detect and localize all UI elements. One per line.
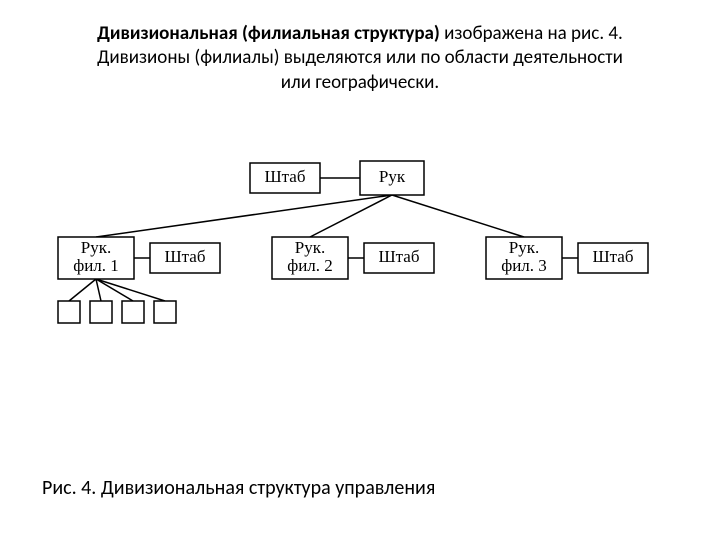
node-box-sq3 [122, 301, 144, 323]
node-label-f1-l1: фил. 1 [73, 256, 119, 275]
node-label-s1-l0: Штаб [165, 247, 206, 266]
edge-f1-sq1 [69, 279, 96, 301]
node-label-ruk-l0: Рук [379, 167, 406, 186]
node-s3: Штаб [578, 243, 648, 273]
node-sq3 [122, 301, 144, 323]
node-label-f3-l0: Рук. [509, 238, 539, 257]
nodes-group: ШтабРукРук.фил. 1ШтабРук.фил. 2ШтабРук.ф… [58, 161, 648, 323]
node-label-s3-l0: Штаб [593, 247, 634, 266]
org-chart-diagram: ШтабРукРук.фил. 1ШтабРук.фил. 2ШтабРук.ф… [40, 145, 680, 365]
edge-f1-sq3 [96, 279, 133, 301]
header-line2: Дивизионы (филиалы) выделяются или по об… [97, 46, 623, 69]
node-label-s2-l0: Штаб [379, 247, 420, 266]
node-f3: Рук.фил. 3 [486, 237, 562, 279]
node-box-sq4 [154, 301, 176, 323]
node-f2: Рук.фил. 2 [272, 237, 348, 279]
figure-caption: Рис. 4. Дивизиональная структура управле… [42, 476, 435, 500]
edge-ruk-f1 [96, 195, 392, 237]
node-sq1 [58, 301, 80, 323]
edge-ruk-f3 [392, 195, 524, 237]
header-block: Дивизиональная (филиальная структура) из… [0, 22, 720, 95]
node-s2: Штаб [364, 243, 434, 273]
node-label-f1-l0: Рук. [81, 238, 111, 257]
node-label-f2-l0: Рук. [295, 238, 325, 257]
header-line3: или географически. [281, 71, 439, 94]
node-f1: Рук.фил. 1 [58, 237, 134, 279]
node-hq_staff: Штаб [250, 163, 320, 193]
org-chart-svg: ШтабРукРук.фил. 1ШтабРук.фил. 2ШтабРук.ф… [40, 145, 680, 365]
edge-f1-sq4 [96, 279, 165, 301]
header-bold: Дивизиональная (филиальная структура) [97, 22, 440, 45]
node-sq2 [90, 301, 112, 323]
node-box-sq1 [58, 301, 80, 323]
node-sq4 [154, 301, 176, 323]
node-label-f3-l1: фил. 3 [501, 256, 547, 275]
node-ruk: Рук [360, 161, 424, 195]
node-box-sq2 [90, 301, 112, 323]
header-rest: изображена на рис. 4. [440, 22, 623, 45]
node-label-hq_staff-l0: Штаб [265, 167, 306, 186]
node-label-f2-l1: фил. 2 [287, 256, 333, 275]
node-s1: Штаб [150, 243, 220, 273]
